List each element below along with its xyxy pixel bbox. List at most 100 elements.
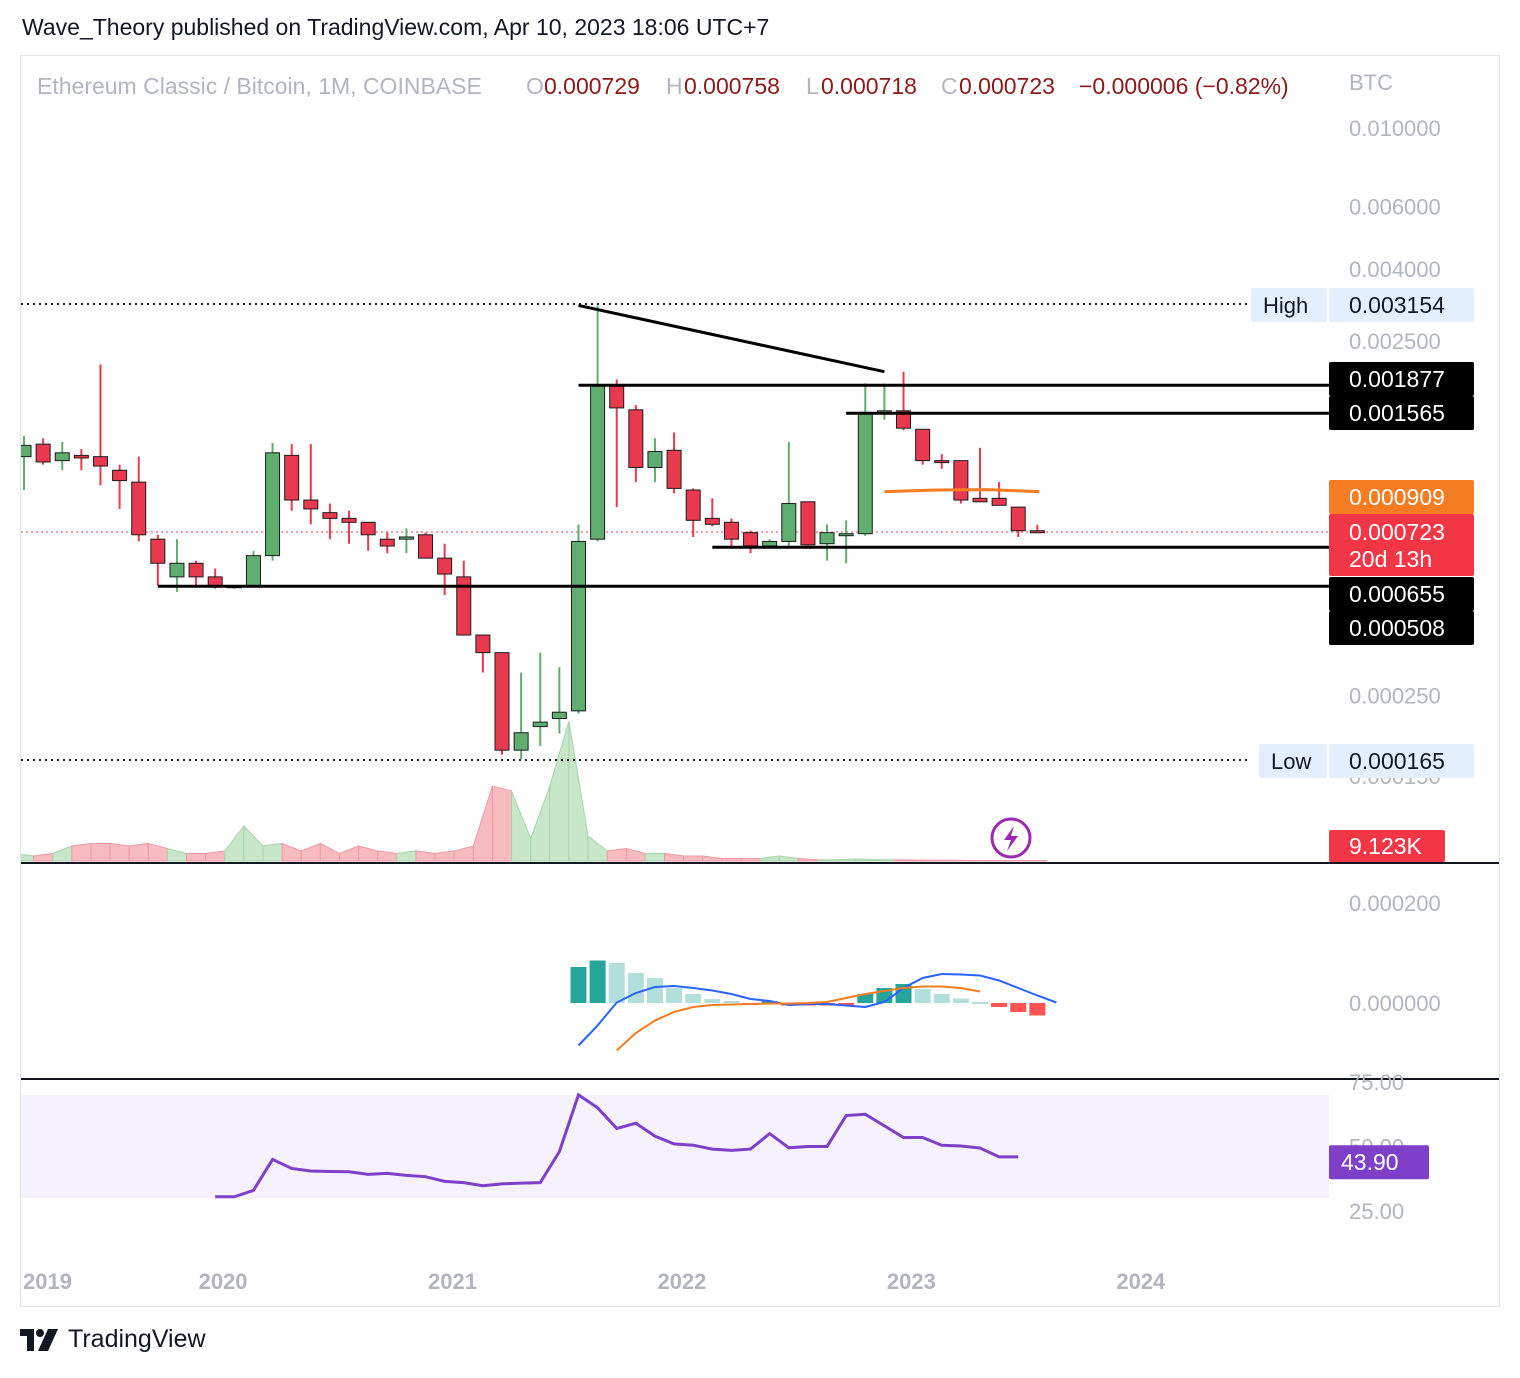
volume-bar [606, 847, 627, 862]
volume-bar [549, 720, 570, 862]
volume-bar [702, 855, 723, 862]
low-value-bg [1329, 744, 1474, 778]
horizontal-levels [157, 303, 1331, 588]
candle-body [723, 521, 739, 540]
macd-histogram-bar [723, 1001, 740, 1003]
lightning-icon[interactable] [990, 817, 1032, 859]
volume-bar [855, 858, 876, 862]
chart-header: Ethereum Classic / Bitcoin, 1M, COINBASE… [37, 70, 1393, 99]
macd-histogram-bar [857, 994, 874, 1003]
volume-bar [300, 842, 321, 862]
candle-body [360, 521, 376, 536]
candle-body [188, 562, 204, 578]
candle-body [762, 540, 778, 547]
volume-bar [644, 853, 666, 862]
macd-histogram-bar [627, 973, 644, 1003]
volume-bar [377, 850, 398, 862]
macd-line [577, 972, 1057, 1047]
macd-histogram-bar [666, 988, 683, 1003]
macd-histogram-bar [972, 1002, 988, 1004]
last-price-value: 0.000723 [1349, 519, 1445, 545]
currency-label: BTC [1349, 70, 1393, 95]
volume-bar [816, 859, 838, 862]
macd-histogram-bar [704, 999, 721, 1003]
volume-bar [683, 855, 704, 862]
low-label-header: L [806, 73, 819, 99]
candle-body [112, 469, 128, 482]
macd-pane: 0.000200 0.000000 [570, 891, 1441, 1052]
candle-body [131, 481, 147, 536]
price-tick-label: 0.010000 [1349, 116, 1441, 141]
candle-body [398, 536, 414, 540]
price-axis-labels: High 0.003154 Low 0.000165 0.001877 0.001565 0… [1251, 288, 1474, 862]
macd-histogram-bar [933, 994, 950, 1003]
x-tick-label: 2022 [657, 1269, 706, 1294]
countdown-value: 20d 13h [1349, 546, 1432, 572]
level3-value: 0.000655 [1349, 581, 1445, 607]
macd-tick-label: 0.000200 [1349, 891, 1441, 916]
trend-line [578, 303, 885, 374]
ma-value-bg [1329, 480, 1474, 514]
macd-histogram-bar [991, 1003, 1008, 1007]
candle-body [322, 512, 338, 519]
chart-canvas[interactable]: Ethereum Classic / Bitcoin, 1M, COINBASE… [21, 56, 1499, 1306]
x-tick-label: 2023 [887, 1269, 936, 1294]
level3-value-bg [1329, 577, 1474, 611]
macd-histogram-bar [838, 1003, 855, 1006]
candle-body [991, 497, 1007, 506]
volume-bar [415, 850, 436, 862]
macd-histogram-bar [1029, 1003, 1046, 1016]
macd-tick-label: 0.000000 [1349, 991, 1441, 1016]
candle-body [379, 538, 395, 547]
volume-bar [319, 842, 340, 862]
macd-histogram-bar [952, 998, 969, 1003]
volume-bar [358, 845, 379, 862]
candle-body [532, 721, 548, 728]
candle-body [628, 409, 644, 468]
macd-histogram-bar [589, 960, 606, 1003]
price-tick-label: 0.002500 [1349, 329, 1441, 354]
tradingview-logo[interactable]: TradingView [20, 1325, 206, 1354]
volume-bar [472, 785, 493, 862]
volume-bar [52, 845, 73, 862]
volume-bar [396, 850, 417, 862]
candle-body [570, 540, 586, 712]
candle-body [418, 534, 434, 559]
candle-body [819, 532, 835, 545]
candle-body [800, 501, 816, 546]
volume-bar [989, 860, 1010, 862]
close-value-header: 0.000723 [959, 73, 1055, 99]
macd-histogram-bar [685, 994, 702, 1003]
candle-body [54, 452, 70, 462]
macd-histogram-bar [914, 989, 931, 1003]
x-tick-label: 2020 [199, 1269, 248, 1294]
candle-body [92, 456, 108, 467]
candle-body [551, 711, 567, 720]
candle-body [857, 412, 873, 535]
volume-value: 9.123K [1349, 833, 1423, 859]
candle-body [21, 444, 32, 458]
chart-frame: Ethereum Classic / Bitcoin, 1M, COINBASE… [20, 55, 1500, 1307]
candle-body [1010, 506, 1026, 532]
candle-body [284, 454, 300, 501]
x-tick-label: 2024 [1116, 1269, 1166, 1294]
time-axis: 2019 2020 2021 2022 2023 2024 [23, 1269, 1166, 1294]
candle-body [666, 449, 682, 489]
candle-body [456, 576, 472, 636]
candle-body [73, 454, 89, 459]
close-label-header: C [941, 73, 958, 99]
x-tick-label: 2019 [23, 1269, 72, 1294]
candle-body [169, 562, 185, 578]
macd-histogram-bar [1010, 1003, 1027, 1012]
low-label: Low [1271, 749, 1311, 774]
high-value: 0.003154 [1349, 292, 1445, 318]
volume-bar [836, 858, 857, 862]
brand-name: TradingView [68, 1325, 206, 1353]
candle-body [475, 634, 491, 654]
candle-body [494, 652, 510, 751]
volume-bar [453, 845, 474, 862]
volume-bar [338, 845, 360, 862]
candle-body [972, 497, 988, 503]
volume-bar [147, 842, 168, 862]
candle-body [953, 460, 969, 501]
